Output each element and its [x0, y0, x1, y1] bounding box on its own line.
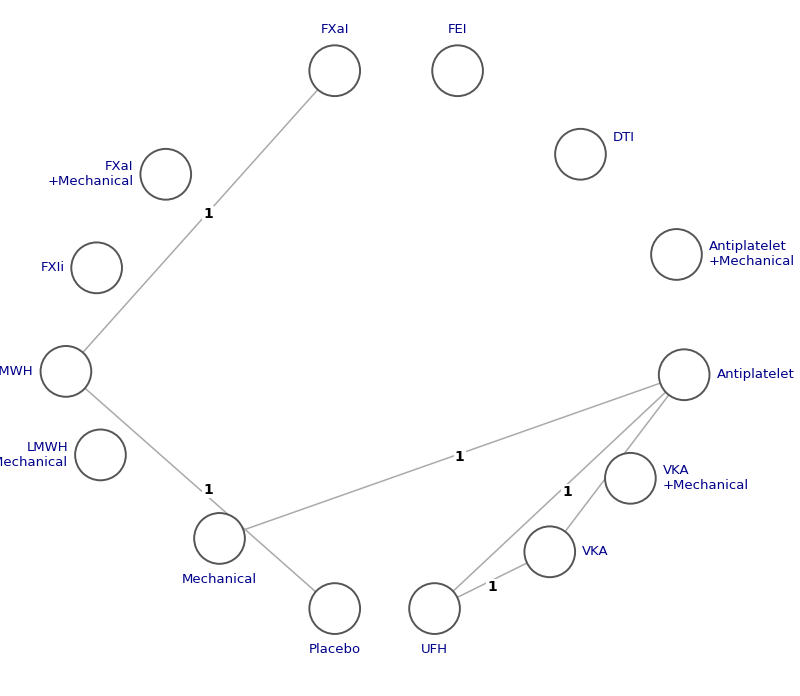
Ellipse shape [432, 45, 483, 96]
Text: VKA
+Mechanical: VKA +Mechanical [662, 464, 749, 492]
Ellipse shape [41, 346, 91, 397]
Text: DTI: DTI [613, 131, 634, 144]
Ellipse shape [651, 229, 702, 280]
Text: 1: 1 [203, 483, 213, 497]
Text: Mechanical: Mechanical [182, 574, 257, 586]
Text: UFH: UFH [421, 643, 448, 656]
Ellipse shape [310, 45, 360, 96]
Text: FXaI: FXaI [321, 23, 349, 36]
Ellipse shape [310, 583, 360, 634]
Text: LMWH
+Mechanical: LMWH +Mechanical [0, 441, 68, 469]
Ellipse shape [71, 242, 122, 293]
Ellipse shape [410, 583, 460, 634]
Ellipse shape [605, 453, 656, 504]
Text: Antiplatelet: Antiplatelet [717, 368, 794, 381]
Text: FXaI
+Mechanical: FXaI +Mechanical [47, 160, 134, 189]
Ellipse shape [659, 349, 710, 400]
Ellipse shape [194, 513, 245, 564]
Ellipse shape [75, 429, 126, 480]
Ellipse shape [141, 149, 191, 200]
Ellipse shape [525, 526, 575, 577]
Text: Placebo: Placebo [309, 643, 361, 656]
Text: FXIi: FXIi [40, 261, 64, 274]
Text: 1: 1 [454, 450, 464, 464]
Ellipse shape [555, 129, 606, 180]
Text: 1: 1 [203, 207, 213, 221]
Text: Antiplatelet
+Mechanical: Antiplatelet +Mechanical [709, 240, 795, 269]
Text: 1: 1 [620, 457, 630, 470]
Text: VKA: VKA [582, 545, 609, 558]
Text: 1: 1 [487, 580, 497, 594]
Text: 1: 1 [562, 484, 572, 498]
Text: LMWH: LMWH [0, 365, 34, 378]
Text: FEI: FEI [448, 23, 467, 36]
